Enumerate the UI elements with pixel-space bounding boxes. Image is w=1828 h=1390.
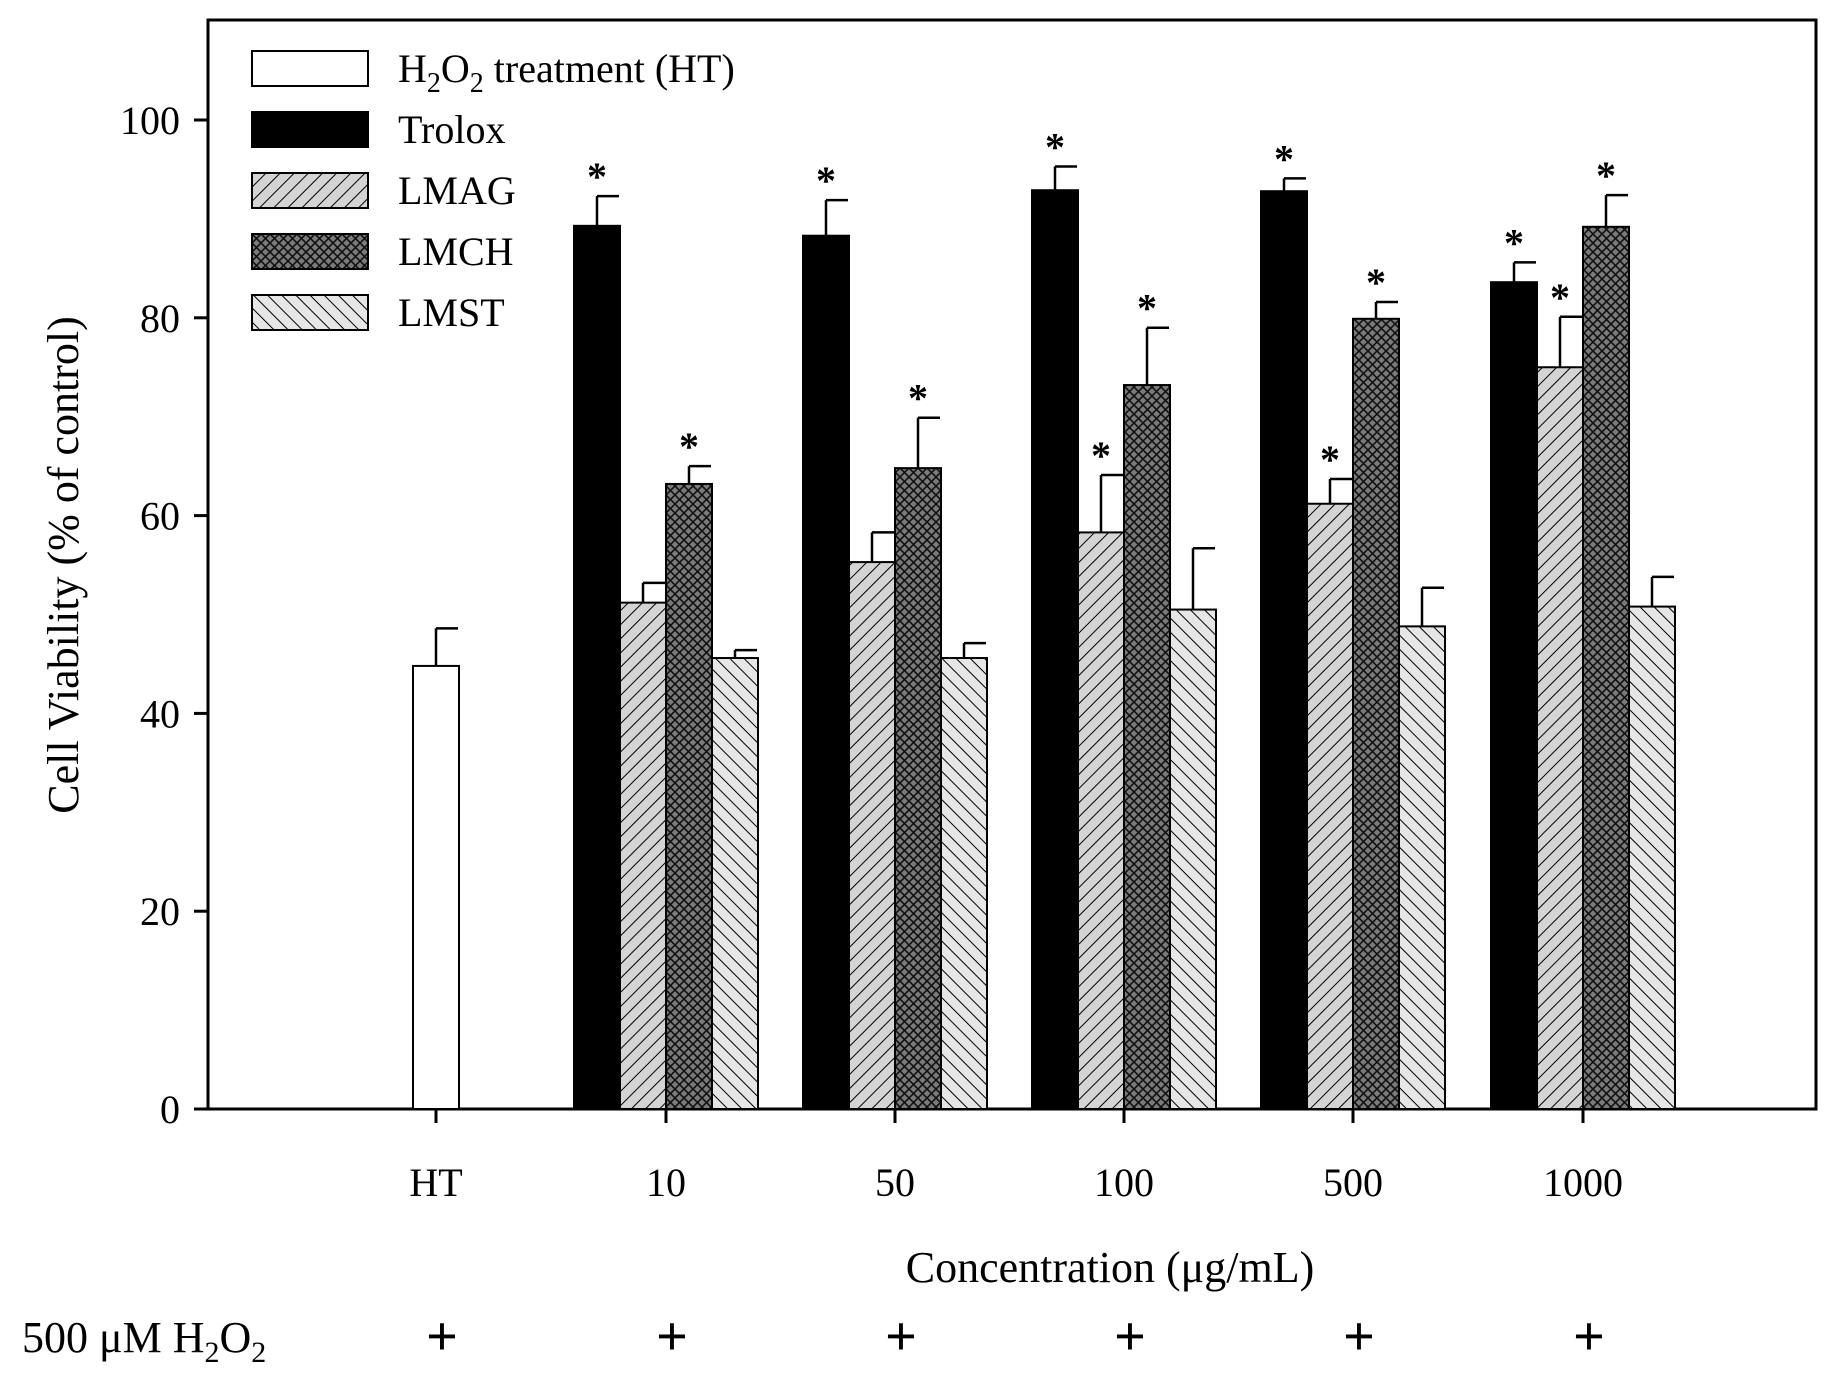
bar-lmch-10: [665, 482, 713, 1110]
y-tick-label-0: 0: [160, 1087, 180, 1132]
legend-swatch-h2o2-treatment-ht-: [251, 50, 369, 87]
significance-mark-lmch-100: *: [1137, 286, 1157, 331]
bars-group: * * * * * * * * * * * * *: [412, 124, 1676, 1111]
bar-lmag-500: [1306, 502, 1354, 1110]
x-tick-label-50: 50: [875, 1160, 915, 1205]
bar-lmch-1000: [1582, 225, 1630, 1110]
bar-h2o2-treatment-ht--HT: [412, 664, 460, 1110]
significance-mark-lmch-500: *: [1366, 260, 1386, 305]
treatment-label-part-a: 500 μM H: [22, 1313, 205, 1362]
bar-lmch-50: [894, 467, 942, 1110]
legend-swatch-lmag: [251, 172, 369, 209]
y-tick-label-60: 60: [140, 494, 180, 539]
treatment-label-sub1: 2: [205, 1336, 220, 1369]
treatment-mark-10: +: [656, 1306, 688, 1368]
treatment-mark-500: +: [1343, 1306, 1375, 1368]
significance-mark-trolox-500: *: [1274, 136, 1294, 181]
treatment-label-sub2: 2: [251, 1336, 266, 1369]
plot-area-frame: [206, 18, 1818, 1111]
x-tick-label-1000: 1000: [1543, 1160, 1623, 1205]
x-tick-label-500: 500: [1323, 1160, 1383, 1205]
legend-swatch-trolox: [251, 111, 369, 148]
y-tick-label-80: 80: [140, 296, 180, 341]
bar-lmst-500: [1398, 625, 1446, 1110]
bar-lmag-10: [619, 601, 667, 1111]
y-tick-label-40: 40: [140, 691, 180, 736]
legend-label-lmst: LMST: [398, 290, 505, 335]
significance-mark-lmch-10: *: [679, 424, 699, 469]
legend-label-lmch: LMCH: [398, 229, 514, 274]
legend-label-part-4: treatment (HT): [484, 46, 735, 91]
significance-mark-lmag-100: *: [1091, 433, 1111, 478]
legend-label-lmag: LMAG: [398, 168, 516, 213]
x-axis: HT 10 50 100 500 1000: [409, 1109, 1623, 1205]
treatment-row-label: 500 μM H2O2: [22, 1313, 266, 1369]
treatment-mark-100: +: [1114, 1306, 1146, 1368]
significance-mark-trolox-100: *: [1045, 124, 1065, 169]
bar-trolox-10: [573, 224, 621, 1110]
x-tick-label-10: 10: [646, 1160, 686, 1205]
significance-mark-lmag-1000: *: [1550, 275, 1570, 320]
legend-label-part-2: O: [441, 46, 470, 91]
significance-mark-trolox-10: *: [587, 154, 607, 199]
bar-lmag-100: [1077, 531, 1125, 1110]
bar-lmag-50: [848, 561, 896, 1110]
significance-mark-lmag-500: *: [1320, 437, 1340, 482]
legend-label-part-0: H: [398, 46, 427, 91]
x-tick-label-HT: HT: [409, 1160, 462, 1205]
bar-trolox-1000: [1490, 281, 1538, 1111]
y-axis: 0 20 40 60 80 100: [120, 98, 208, 1132]
treatment-label-part-b: O: [220, 1313, 252, 1362]
legend-label-trolox: Trolox: [398, 107, 505, 152]
bar-lmst-50: [940, 657, 988, 1110]
x-axis-label: Concentration (μg/mL): [906, 1243, 1314, 1292]
significance-mark-trolox-1000: *: [1504, 220, 1524, 265]
bar-trolox-50: [802, 234, 850, 1110]
bar-lmst-10: [711, 657, 759, 1110]
legend-label-part-1: 2: [427, 68, 441, 99]
bar-trolox-100: [1031, 189, 1079, 1110]
significance-mark-trolox-50: *: [816, 158, 836, 203]
treatment-mark-50: +: [885, 1306, 917, 1368]
bar-lmag-1000: [1536, 366, 1584, 1110]
treatment-mark-HT: +: [426, 1306, 458, 1368]
significance-mark-lmch-50: *: [908, 376, 928, 421]
bar-lmst-1000: [1628, 605, 1676, 1110]
legend-label-h2o2-treatment-ht-: H2O2 treatment (HT): [398, 46, 735, 99]
bar-lmst-100: [1169, 608, 1217, 1110]
bar-trolox-500: [1260, 190, 1308, 1110]
legend-swatch-lmst: [251, 294, 369, 331]
y-tick-label-100: 100: [120, 98, 180, 143]
x-tick-label-100: 100: [1094, 1160, 1154, 1205]
treatment-mark-1000: +: [1573, 1306, 1605, 1368]
treatment-marks: + + + + + +: [426, 1306, 1605, 1368]
legend-swatch-lmch: [251, 233, 369, 270]
legend-label-part-3: 2: [470, 68, 484, 99]
bar-lmch-100: [1123, 384, 1171, 1110]
y-axis-label: Cell Viability (% of control): [39, 316, 88, 814]
bar-lmch-500: [1352, 317, 1400, 1110]
significance-mark-lmch-1000: *: [1596, 153, 1616, 198]
y-tick-label-20: 20: [140, 889, 180, 934]
